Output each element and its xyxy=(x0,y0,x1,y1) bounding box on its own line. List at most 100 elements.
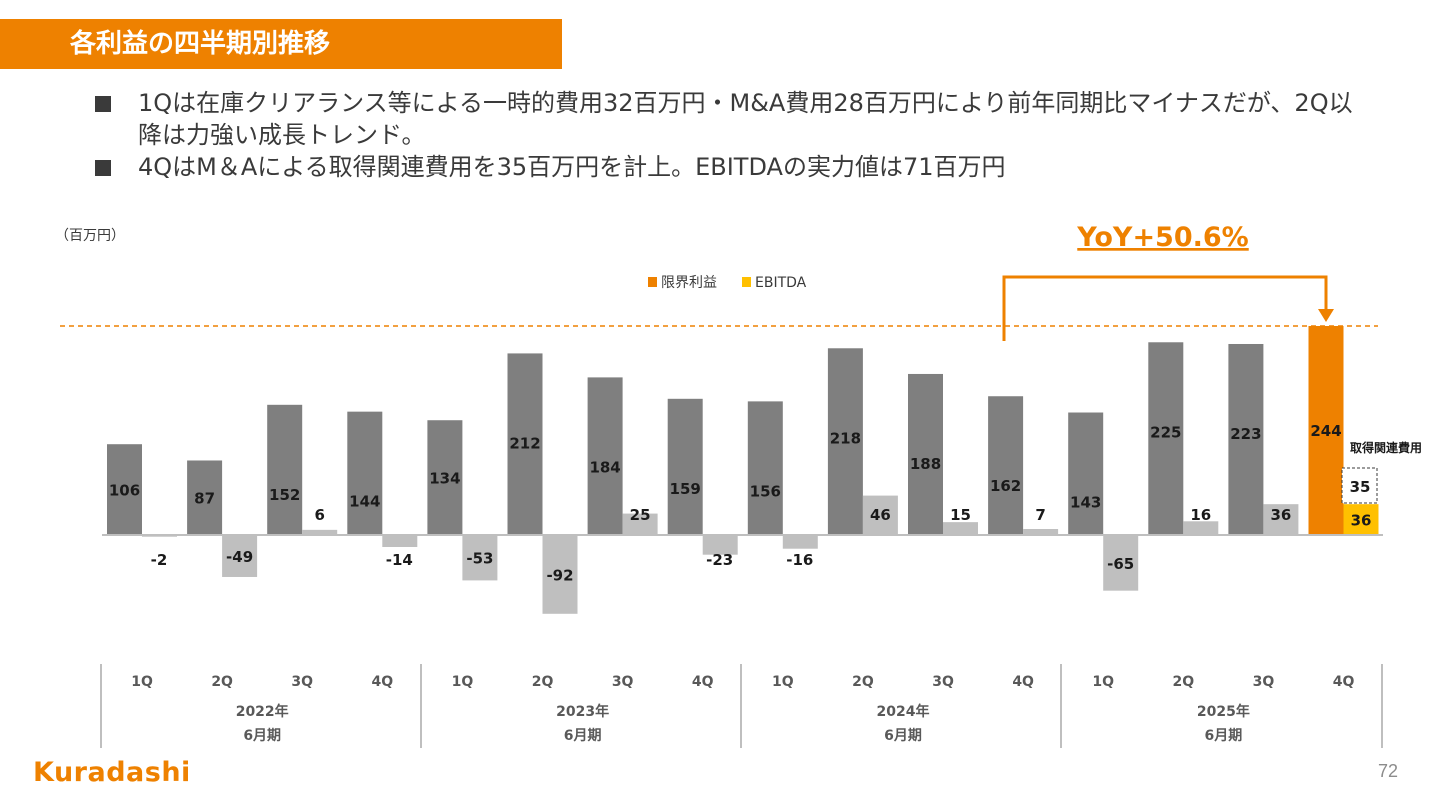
fiscal-period-label: 6月期 xyxy=(243,728,281,744)
unit-label: （百万円） xyxy=(55,228,125,244)
bar-marginal-profit xyxy=(1068,412,1104,535)
bar-ebitda xyxy=(1023,529,1059,535)
data-label-ebitda: -49 xyxy=(226,548,253,566)
bar-ebitda xyxy=(1103,535,1139,591)
data-label-marginal-profit: 162 xyxy=(990,477,1021,495)
data-label-ebitda: 7 xyxy=(1035,506,1045,524)
data-label-ebitda: 46 xyxy=(870,506,891,524)
bar-ebitda xyxy=(1343,504,1379,535)
bar-marginal-profit xyxy=(427,420,463,535)
quarter-tick-label: 1Q xyxy=(131,674,153,690)
quarter-tick-label: 1Q xyxy=(772,674,794,690)
yoy-bracket-line xyxy=(1002,275,1328,341)
bar-ebitda xyxy=(1183,521,1219,535)
data-label-marginal-profit: 106 xyxy=(109,482,140,500)
bar-marginal-profit xyxy=(187,460,223,535)
page-number: 72 xyxy=(1378,761,1399,781)
bars-layer xyxy=(107,326,1379,614)
bullet-text-2: 4QはM＆Aによる取得関連費用を35百万円を計上。EBITDAの実力値は71百万… xyxy=(138,153,1006,181)
quarter-tick-label: 4Q xyxy=(1012,674,1034,690)
acquisition-cost-value: 35 xyxy=(1350,478,1371,496)
bar-ebitda xyxy=(1263,504,1299,535)
bar-marginal-profit xyxy=(1148,342,1184,535)
data-label-ebitda: -53 xyxy=(466,550,493,568)
bar-marginal-profit xyxy=(1228,343,1264,535)
bar-ebitda xyxy=(382,535,418,547)
data-label-marginal-profit: 134 xyxy=(429,470,460,488)
data-label-marginal-profit: 223 xyxy=(1230,425,1261,443)
bullet-item-1: 1Qは在庫クリアランス等による一時的費用32百万円・M&A費用28百万円により前… xyxy=(95,87,1355,151)
data-label-marginal-profit: 143 xyxy=(1070,494,1101,512)
fiscal-year-label: 2022年 xyxy=(236,703,289,720)
quarter-tick-label: 2Q xyxy=(1173,674,1195,690)
legend-label-ebitda: EBITDA xyxy=(755,275,807,291)
data-label-marginal-profit: 244 xyxy=(1310,422,1341,440)
data-label-marginal-profit: 188 xyxy=(910,455,941,473)
data-label-marginal-profit: 225 xyxy=(1150,423,1181,441)
bar-marginal-profit xyxy=(908,373,943,535)
quarter-tick-label: 4Q xyxy=(1333,674,1355,690)
quarter-tick-label: 4Q xyxy=(692,674,714,690)
data-label-ebitda: 15 xyxy=(950,506,971,524)
fiscal-period-label: 6月期 xyxy=(564,728,602,744)
bar-marginal-profit xyxy=(107,444,142,535)
fiscal-year-label: 2023年 xyxy=(556,703,609,720)
data-label-ebitda: -92 xyxy=(546,566,573,584)
quarter-tick-label: 3Q xyxy=(612,674,634,690)
bullet-square-icon xyxy=(95,96,111,112)
yoy-label: YoY+50.6% xyxy=(1076,222,1248,253)
quarter-tick-label: 1Q xyxy=(1092,674,1114,690)
data-label-ebitda: -14 xyxy=(386,551,413,569)
data-label-ebitda: 36 xyxy=(1351,512,1372,530)
bullet-item-2: 4QはM＆Aによる取得関連費用を35百万円を計上。EBITDAの実力値は71百万… xyxy=(95,151,1355,183)
quarter-tick-label: 2Q xyxy=(211,674,233,690)
acquisition-cost-label: 取得関連費用 xyxy=(1350,440,1422,455)
quarter-tick-label: 3Q xyxy=(932,674,954,690)
legend-label-marginal-profit: 限界利益 xyxy=(661,275,717,291)
quarter-tick-label: 1Q xyxy=(452,674,474,690)
bar-ebitda xyxy=(302,529,338,535)
bar-marginal-profit xyxy=(267,404,303,535)
fiscal-year-label: 2024年 xyxy=(877,703,930,720)
fiscal-year-labels: 2022年 6月期 2023年 6月期 2024年 6月期 2025年 6月期 xyxy=(236,703,1250,744)
legend: 限界利益 EBITDA xyxy=(648,275,807,291)
bullet-text-1: 1Qは在庫クリアランス等による一時的費用32百万円・M&A費用28百万円により前… xyxy=(138,89,1353,149)
quarter-tick-label: 3Q xyxy=(291,674,313,690)
data-label-marginal-profit: 184 xyxy=(589,458,620,476)
bar-ebitda xyxy=(782,535,818,549)
bar-marginal-profit xyxy=(827,348,863,535)
data-label-marginal-profit: 87 xyxy=(194,490,215,508)
quarter-labels: 1Q 2Q 3Q 4Q 1Q 2Q 3Q 4Q 1Q 2Q 3Q 4Q 1Q 2Q 3Q 4Q xyxy=(131,674,1354,690)
bullet-square-icon xyxy=(95,160,111,176)
bar-ebitda xyxy=(462,535,498,581)
bar-marginal-profit xyxy=(988,396,1024,535)
quarter-tick-label: 4Q xyxy=(372,674,394,690)
data-label-marginal-profit: 152 xyxy=(269,486,300,504)
slide-title: 各利益の四半期別推移 xyxy=(0,19,562,69)
bar-ebitda xyxy=(943,522,978,535)
bar-ebitda xyxy=(702,535,738,555)
bar-ebitda xyxy=(622,513,658,535)
quarter-tick-label: 3Q xyxy=(1253,674,1275,690)
data-label-ebitda: 6 xyxy=(314,506,324,524)
bar-marginal-profit xyxy=(667,398,703,535)
fiscal-year-label: 2025年 xyxy=(1197,703,1250,720)
data-label-ebitda: 25 xyxy=(630,506,651,524)
data-label-marginal-profit: 218 xyxy=(830,429,861,447)
bar-marginal-profit xyxy=(507,353,543,535)
bar-marginal-profit xyxy=(1308,326,1344,535)
data-label-marginal-profit: 156 xyxy=(750,482,781,500)
data-label-ebitda: -23 xyxy=(706,551,733,569)
quarter-tick-label: 2Q xyxy=(532,674,554,690)
bar-ebitda xyxy=(862,495,898,535)
data-label-ebitda: 36 xyxy=(1270,506,1291,524)
yoy-arrow-head-icon xyxy=(1318,309,1334,322)
acquisition-cost-box xyxy=(1341,467,1378,504)
data-label-ebitda: -2 xyxy=(151,551,168,569)
bar-ebitda xyxy=(222,535,258,577)
data-label-ebitda: -65 xyxy=(1107,555,1134,573)
fiscal-period-label: 6月期 xyxy=(884,728,922,744)
bar-marginal-profit xyxy=(747,401,783,535)
data-label-marginal-profit: 144 xyxy=(349,493,380,511)
legend-swatch-marginal-profit xyxy=(648,277,657,287)
